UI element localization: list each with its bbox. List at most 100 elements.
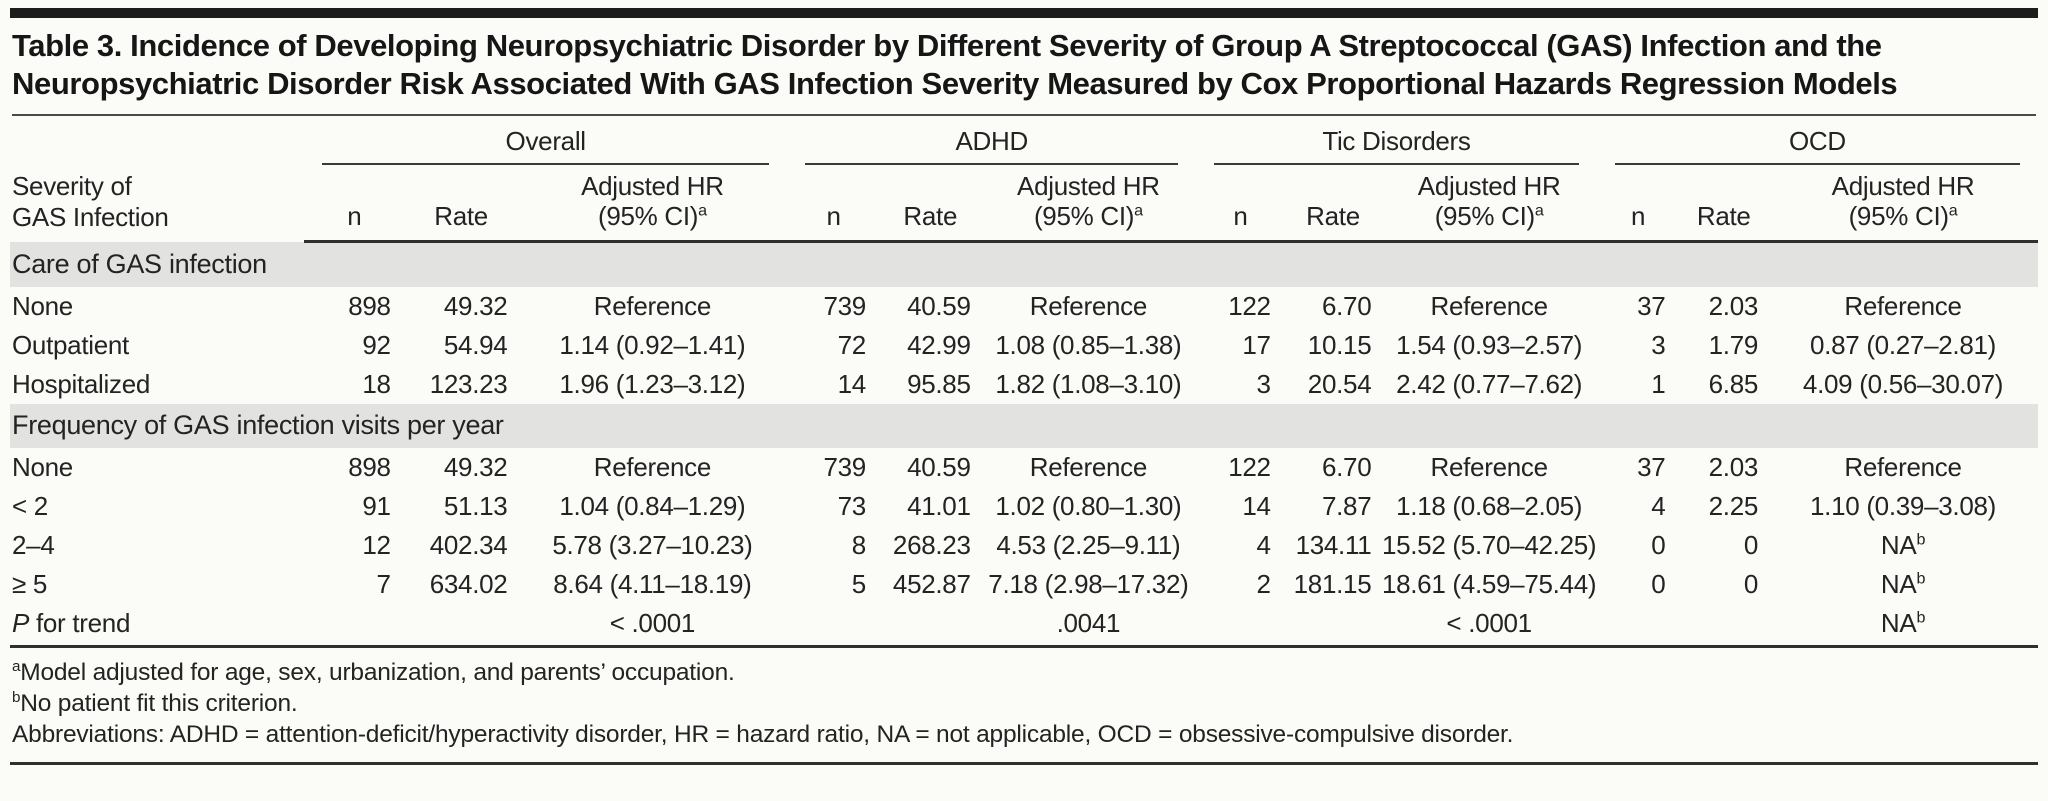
cell-rate: 6.70 bbox=[1321, 452, 1372, 482]
table-row: None 898 49.32 Reference 739 40.59 Reference 12… bbox=[10, 448, 2038, 487]
cell-rate: 49.32 bbox=[443, 291, 508, 321]
cell-rate: 41.01 bbox=[907, 491, 971, 521]
table-row: ≥ 5 7 634.02 8.64 (4.11–18.19) 5 452.87 7.18 (… bbox=[10, 565, 2038, 604]
cell-n: 3 bbox=[1256, 369, 1271, 399]
col-header-hr: Adjusted HR (95% CI)a bbox=[980, 165, 1197, 243]
cell-rate: 49.32 bbox=[443, 452, 508, 482]
row-label: < 2 bbox=[12, 491, 48, 521]
cell-hr: 1.08 (0.85–1.38) bbox=[995, 330, 1182, 360]
cell-n: 1 bbox=[1651, 369, 1666, 399]
cell-rate: 51.13 bbox=[443, 491, 508, 521]
cell-hr: Reference bbox=[1844, 291, 1962, 321]
cell-rate: 42.99 bbox=[907, 330, 971, 360]
cell-rate: 40.59 bbox=[907, 452, 971, 482]
row-label: 2–4 bbox=[12, 530, 55, 560]
results-table: Severity of GAS Infection Overall ADHD T… bbox=[10, 116, 2038, 643]
row-label: Outpatient bbox=[12, 330, 129, 360]
row-label: Hospitalized bbox=[12, 369, 151, 399]
cell-hr: 1.54 (0.93–2.57) bbox=[1396, 330, 1583, 360]
cell-rate: 6.85 bbox=[1708, 369, 1759, 399]
cell-hr: Reference bbox=[1029, 291, 1148, 321]
table-title: Table 3. Incidence of Developing Neurops… bbox=[12, 27, 2036, 116]
cell-hr: NAb bbox=[1880, 608, 1926, 638]
cell-n: 37 bbox=[1637, 452, 1666, 482]
col-header-hr: Adjusted HR (95% CI)a bbox=[1381, 165, 1597, 243]
cell-n: 3 bbox=[1651, 330, 1666, 360]
table-row: < 2 91 51.13 1.04 (0.84–1.29) 73 41.01 1.02 (0… bbox=[10, 487, 2038, 526]
top-rule bbox=[10, 8, 2038, 18]
cell-rate: 402.34 bbox=[429, 530, 508, 560]
col-header-n: n bbox=[304, 165, 405, 243]
cell-n: 739 bbox=[823, 291, 866, 321]
cell-hr: < .0001 bbox=[1446, 608, 1532, 638]
cell-n: 4 bbox=[1256, 530, 1271, 560]
cell-rate bbox=[1679, 604, 1768, 643]
row-label: None bbox=[12, 452, 73, 482]
section-row: Care of GAS infection bbox=[10, 241, 2038, 287]
table-body: Care of GAS infection None 898 49.32 Referen… bbox=[10, 241, 2038, 644]
cell-rate: 95.85 bbox=[907, 369, 971, 399]
cell-hr: 4.09 (0.56–30.07) bbox=[1802, 369, 2004, 399]
cell-hr: 0.87 (0.27–2.81) bbox=[1810, 330, 1997, 360]
cell-rate: 123.23 bbox=[429, 369, 508, 399]
cell-rate: 54.94 bbox=[443, 330, 508, 360]
cell-n: 122 bbox=[1228, 291, 1271, 321]
cell-rate: 268.23 bbox=[892, 530, 971, 560]
table-row: Hospitalized 18 123.23 1.96 (1.23–3.12) 14 95… bbox=[10, 365, 2038, 404]
cell-n: 12 bbox=[362, 530, 391, 560]
cell-n: 898 bbox=[348, 291, 391, 321]
cell-rate bbox=[880, 604, 981, 643]
col-header-hr: Adjusted HR (95% CI)a bbox=[1768, 165, 2038, 243]
cell-hr: 1.96 (1.23–3.12) bbox=[559, 369, 746, 399]
cell-hr: Reference bbox=[1430, 452, 1548, 482]
cell-hr: 8.64 (4.11–18.19) bbox=[553, 569, 752, 599]
cell-n: 5 bbox=[851, 569, 866, 599]
cell-n: 72 bbox=[837, 330, 867, 360]
cell-n: 122 bbox=[1228, 452, 1271, 482]
cell-n: 4 bbox=[1651, 491, 1666, 521]
cell-n: 14 bbox=[1242, 491, 1271, 521]
cell-n: 739 bbox=[823, 452, 866, 482]
cell-hr: 7.18 (2.98–17.32) bbox=[988, 569, 1189, 599]
cell-rate: 2.25 bbox=[1708, 491, 1759, 521]
cell-rate bbox=[405, 604, 518, 643]
cell-rate bbox=[1285, 604, 1382, 643]
cell-n: 7 bbox=[376, 569, 391, 599]
section-header: Frequency of GAS infection visits per ye… bbox=[10, 404, 2038, 448]
cell-n: 37 bbox=[1637, 291, 1666, 321]
group-header-overall: Overall bbox=[304, 116, 787, 165]
table-row: 2–4 12 402.34 5.78 (3.27–10.23) 8 268.23 4.53 … bbox=[10, 526, 2038, 565]
group-header-adhd: ADHD bbox=[787, 116, 1196, 165]
cell-n bbox=[1196, 604, 1285, 643]
cell-hr: 1.10 (0.39–3.08) bbox=[1810, 491, 1997, 521]
table-row: P for trend < .0001 .0041 < .0001 NAb bbox=[10, 604, 2038, 643]
section-row: Frequency of GAS infection visits per ye… bbox=[10, 404, 2038, 448]
col-header-n: n bbox=[1596, 165, 1680, 243]
cell-hr: 2.42 (0.77–7.62) bbox=[1396, 369, 1583, 399]
cell-n: 0 bbox=[1651, 530, 1666, 560]
cell-hr: 4.53 (2.25–9.11) bbox=[996, 530, 1181, 560]
bottom-rule bbox=[10, 762, 2038, 765]
cell-n: 8 bbox=[851, 530, 866, 560]
cell-rate: 0 bbox=[1743, 530, 1759, 560]
col-header-rate: Rate bbox=[404, 165, 518, 243]
cell-hr: NAb bbox=[1880, 530, 1926, 560]
cell-n bbox=[787, 604, 880, 643]
footnote-a: aModel adjusted for age, sex, urbanizati… bbox=[12, 657, 735, 686]
cell-hr: NAb bbox=[1880, 569, 1926, 599]
cell-rate: 2.03 bbox=[1708, 452, 1759, 482]
cell-n: 18 bbox=[362, 369, 391, 399]
cell-hr: < .0001 bbox=[609, 608, 696, 638]
col-header-rate: Rate bbox=[1679, 165, 1769, 243]
group-header-ocd: OCD bbox=[1597, 116, 2038, 165]
cell-rate: 20.54 bbox=[1307, 369, 1372, 399]
cell-hr: 15.52 (5.70–42.25) bbox=[1381, 530, 1597, 560]
cell-n bbox=[304, 604, 405, 643]
cell-rate: 452.87 bbox=[892, 569, 971, 599]
sub-header-row: n Rate Adjusted HR (95% CI)a n Rate Adjus… bbox=[10, 165, 2038, 243]
col-header-n: n bbox=[1196, 165, 1285, 243]
cell-n: 17 bbox=[1242, 330, 1271, 360]
stub-line-2: GAS Infection bbox=[12, 201, 169, 232]
col-header-rate: Rate bbox=[879, 165, 981, 243]
